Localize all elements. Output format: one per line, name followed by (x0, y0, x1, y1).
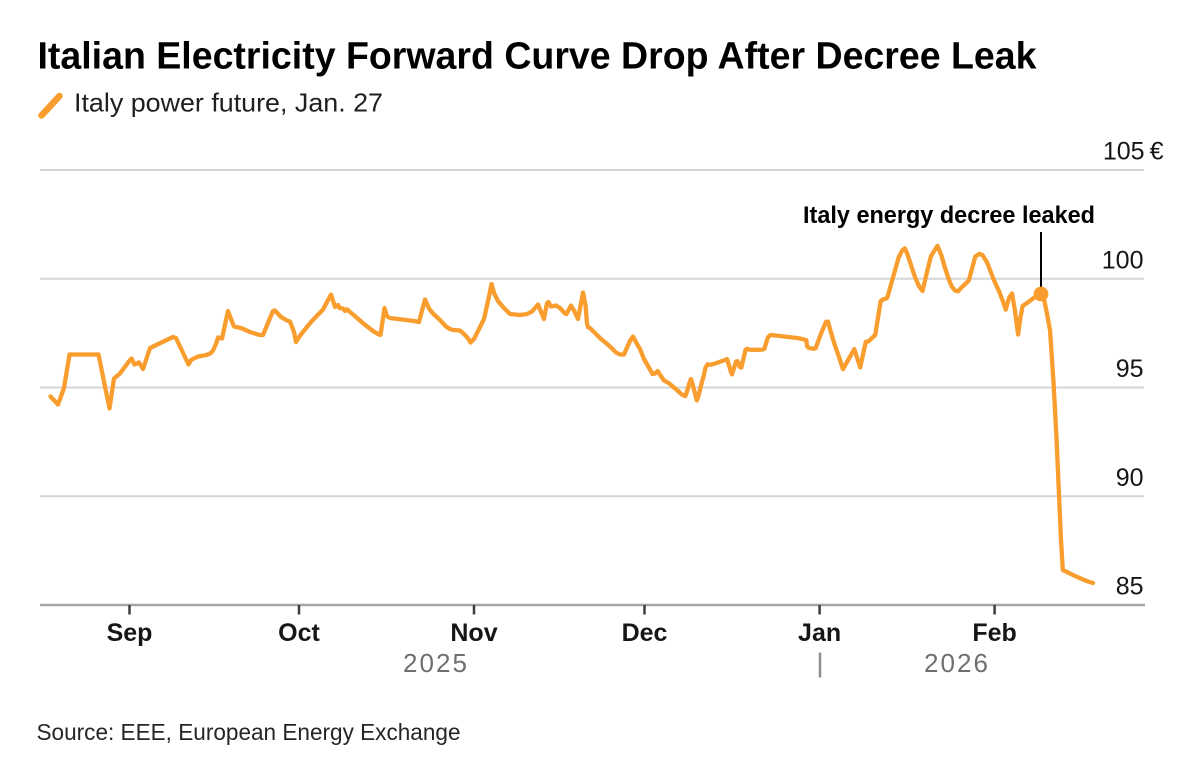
svg-text:Dec: Dec (622, 619, 668, 647)
svg-text:85: 85 (1116, 573, 1144, 601)
svg-text:105 €: 105 € (1103, 138, 1164, 166)
svg-text:Italy power future, Jan. 27: Italy power future, Jan. 27 (74, 88, 383, 118)
svg-text:Jan: Jan (798, 619, 841, 647)
svg-text:Sep: Sep (107, 619, 153, 647)
svg-text:Nov: Nov (450, 619, 497, 647)
svg-text:Oct: Oct (278, 619, 320, 647)
svg-text:90: 90 (1116, 464, 1144, 492)
svg-text:Italian Electricity Forward Cu: Italian Electricity Forward Curve Drop A… (38, 36, 1038, 78)
svg-text:100: 100 (1102, 246, 1144, 274)
svg-text:Italy energy decree leaked: Italy energy decree leaked (803, 202, 1095, 229)
svg-text:95: 95 (1116, 355, 1144, 383)
svg-text:Feb: Feb (972, 619, 1016, 647)
svg-text:Source: EEE, European Energy E: Source: EEE, European Energy Exchange (37, 719, 461, 745)
